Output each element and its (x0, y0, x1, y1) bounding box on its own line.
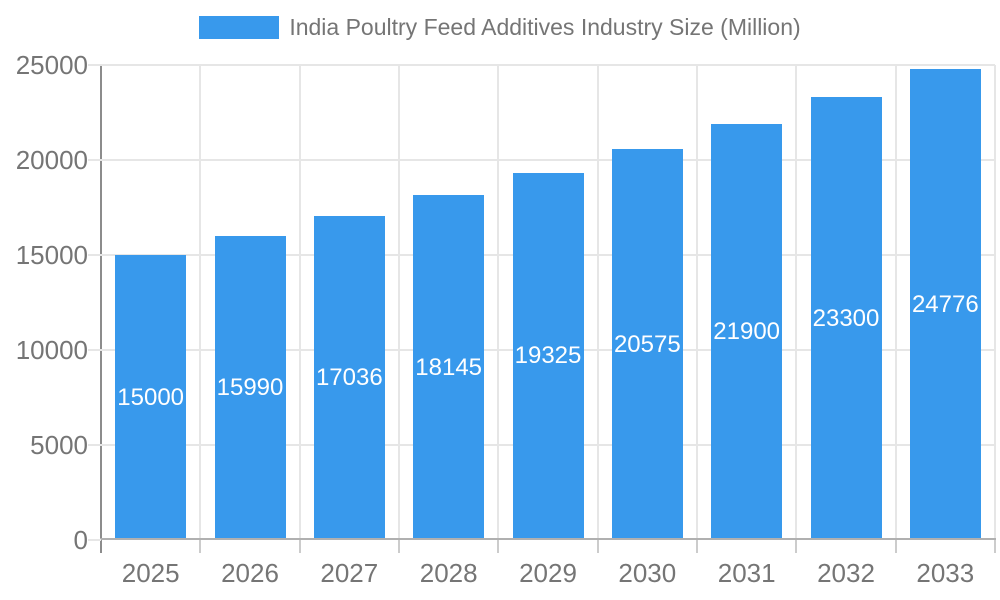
bar-2031[interactable]: 21900 (711, 123, 783, 540)
v-gridline (298, 65, 301, 540)
bar-value-label: 20575 (613, 330, 681, 358)
x-axis-label: 2028 (419, 558, 478, 588)
v-gridline (199, 65, 202, 540)
x-axis-tick (398, 540, 400, 553)
v-gridline (596, 65, 599, 540)
x-axis-label: 2027 (320, 558, 379, 588)
bar-2029[interactable]: 19325 (512, 172, 584, 540)
legend-label: India Poultry Feed Additives Industry Si… (289, 14, 801, 40)
x-axis-tick (894, 540, 897, 553)
bar-value-label: 21900 (713, 317, 781, 345)
x-axis-label: 2031 (717, 558, 776, 588)
y-axis-label: 25000 (15, 50, 88, 80)
y-axis-tick (88, 349, 101, 351)
bar-value-label: 23300 (812, 304, 880, 332)
x-axis-label: 2029 (519, 558, 577, 588)
v-gridline (795, 65, 798, 540)
y-axis-label: 0 (73, 525, 88, 555)
bar-2025[interactable]: 15000 (115, 255, 187, 540)
x-axis-label: 2032 (817, 558, 875, 588)
y-axis-tick (88, 444, 101, 446)
bar-2027[interactable]: 17036 (313, 216, 385, 540)
bar-value-label: 15000 (117, 383, 185, 411)
y-axis-label: 10000 (15, 335, 88, 365)
chart-legend[interactable]: India Poultry Feed Additives Industry Si… (0, 14, 1000, 41)
bar-2033[interactable]: 24776 (909, 69, 981, 540)
x-axis-label: 2025 (121, 558, 180, 588)
v-gridline (994, 65, 996, 540)
x-axis-tick (497, 540, 500, 553)
plot-area: 15000 15990 17036 18145 19325 20575 21900 23300… (101, 64, 996, 540)
y-axis-label: 15000 (15, 240, 88, 270)
y-axis-tick (88, 254, 101, 256)
bar-2030[interactable]: 20575 (611, 149, 683, 540)
y-axis-tick (88, 159, 101, 161)
bar-value-label: 17036 (315, 364, 383, 392)
x-axis-tick (199, 540, 202, 553)
y-axis-label: 20000 (15, 145, 88, 175)
x-axis-tick (994, 540, 996, 553)
x-axis-tick (298, 540, 301, 553)
bar-value-label: 15990 (216, 374, 284, 402)
v-gridline (497, 65, 500, 540)
y-axis-label: 5000 (30, 430, 88, 460)
h-gridline (101, 64, 995, 66)
x-axis-baseline (100, 538, 996, 540)
y-axis-tick (88, 539, 101, 541)
bar-2026[interactable]: 15990 (214, 236, 286, 540)
v-gridline (696, 65, 698, 540)
bar-value-label: 24776 (911, 290, 979, 318)
bar-2032[interactable]: 23300 (810, 97, 882, 540)
bar-value-label: 18145 (415, 353, 483, 381)
x-axis-label: 2030 (618, 558, 677, 588)
x-axis-tick (696, 540, 698, 553)
h-gridline (101, 159, 995, 161)
v-gridline (398, 65, 400, 540)
bar-2028[interactable]: 18145 (413, 195, 485, 540)
v-gridline (894, 65, 897, 540)
x-axis-label: 2026 (221, 558, 279, 588)
bar-value-label: 19325 (514, 342, 582, 370)
y-axis-tick (88, 64, 101, 66)
x-axis-tick (795, 540, 798, 553)
legend-swatch (199, 16, 280, 39)
x-axis-label: 2033 (916, 558, 975, 588)
y-axis-line (100, 65, 102, 553)
x-axis-tick (596, 540, 599, 553)
